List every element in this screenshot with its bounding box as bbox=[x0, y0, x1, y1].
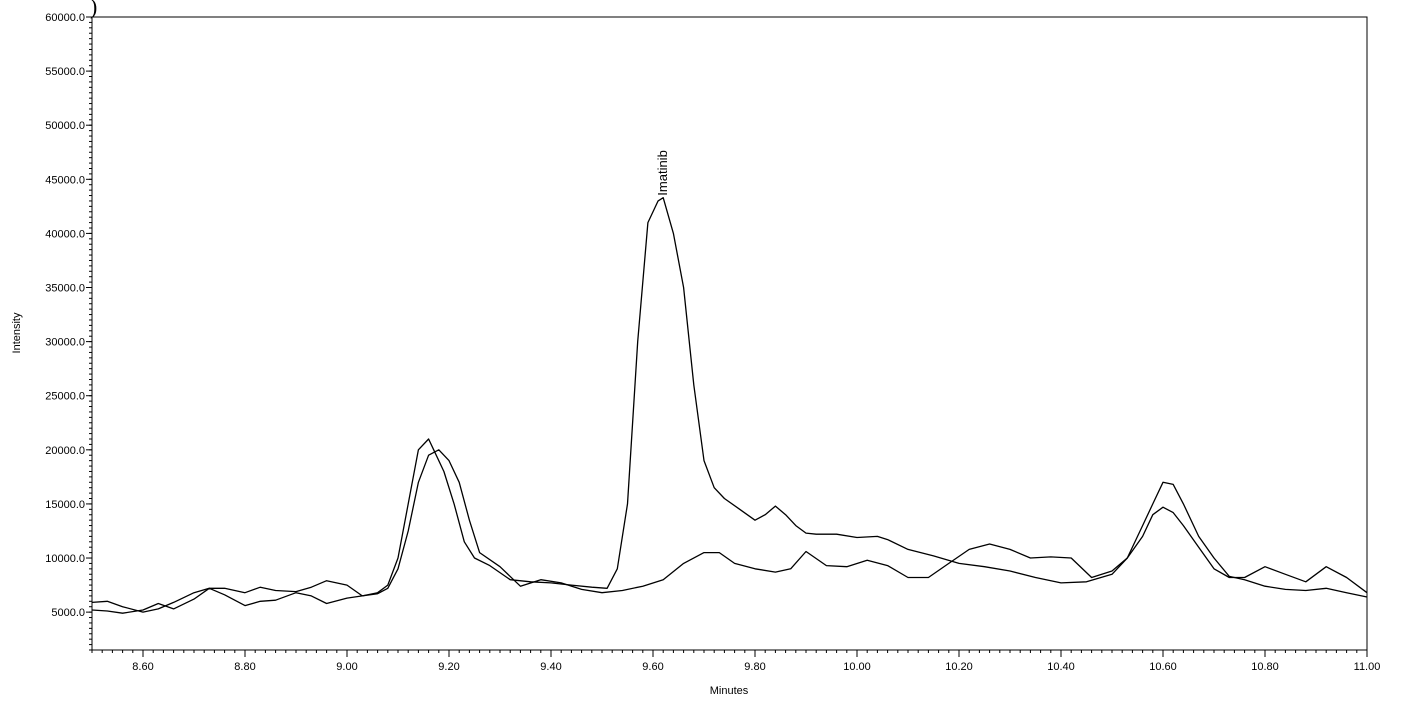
x-axis: 8.60 8.80 9.00 9.20 9.40 9.60 9.80 10.00 10.20 10… bbox=[91, 650, 1381, 673]
series-line-2 bbox=[91, 449, 1368, 614]
y-tick-label: 55000.0 bbox=[45, 66, 85, 78]
y-tick-label: 10000.0 bbox=[45, 553, 85, 565]
x-tick-label: 9.20 bbox=[438, 661, 459, 673]
y-tick-label: 25000.0 bbox=[45, 391, 85, 403]
y-tick-label: 40000.0 bbox=[45, 228, 85, 240]
y-tick-label: 15000.0 bbox=[45, 499, 85, 511]
y-tick-label: 20000.0 bbox=[45, 445, 85, 457]
annotation-group: Imatinib bbox=[655, 150, 670, 196]
x-tick-label: 10.80 bbox=[1251, 661, 1279, 673]
x-tick-label: 9.00 bbox=[336, 661, 357, 673]
series-group bbox=[91, 197, 1368, 614]
x-tick-label: 10.60 bbox=[1149, 661, 1177, 673]
peak-label: Imatinib bbox=[655, 150, 670, 196]
x-tick-label: 9.40 bbox=[540, 661, 561, 673]
y-tick-label: 60000.0 bbox=[45, 12, 85, 24]
series-line-1 bbox=[91, 197, 1368, 613]
y-tick-label: 5000.0 bbox=[51, 607, 85, 619]
y-axis-title: Intensity bbox=[11, 312, 23, 353]
plot-area bbox=[91, 16, 1368, 651]
x-tick-label: 8.80 bbox=[234, 661, 255, 673]
x-tick-label: 10.20 bbox=[945, 661, 973, 673]
x-tick-label: 8.60 bbox=[132, 661, 153, 673]
x-tick-label: 9.80 bbox=[744, 661, 765, 673]
y-tick-label: 35000.0 bbox=[45, 283, 85, 295]
x-tick-label: 10.40 bbox=[1047, 661, 1075, 673]
x-axis-title: Minutes bbox=[710, 685, 749, 697]
y-tick-label: 45000.0 bbox=[45, 174, 85, 186]
y-tick-label: 30000.0 bbox=[45, 337, 85, 349]
x-tick-label: 9.60 bbox=[642, 661, 663, 673]
y-axis: 5000.0 10000.0 15000.0 20000.0 25000.0 30000.… bbox=[45, 12, 92, 651]
x-tick-label: 10.00 bbox=[843, 661, 871, 673]
y-tick-label: 50000.0 bbox=[45, 120, 85, 132]
x-tick-label: 11.00 bbox=[1354, 661, 1381, 673]
panel-label: ) bbox=[90, 0, 97, 19]
